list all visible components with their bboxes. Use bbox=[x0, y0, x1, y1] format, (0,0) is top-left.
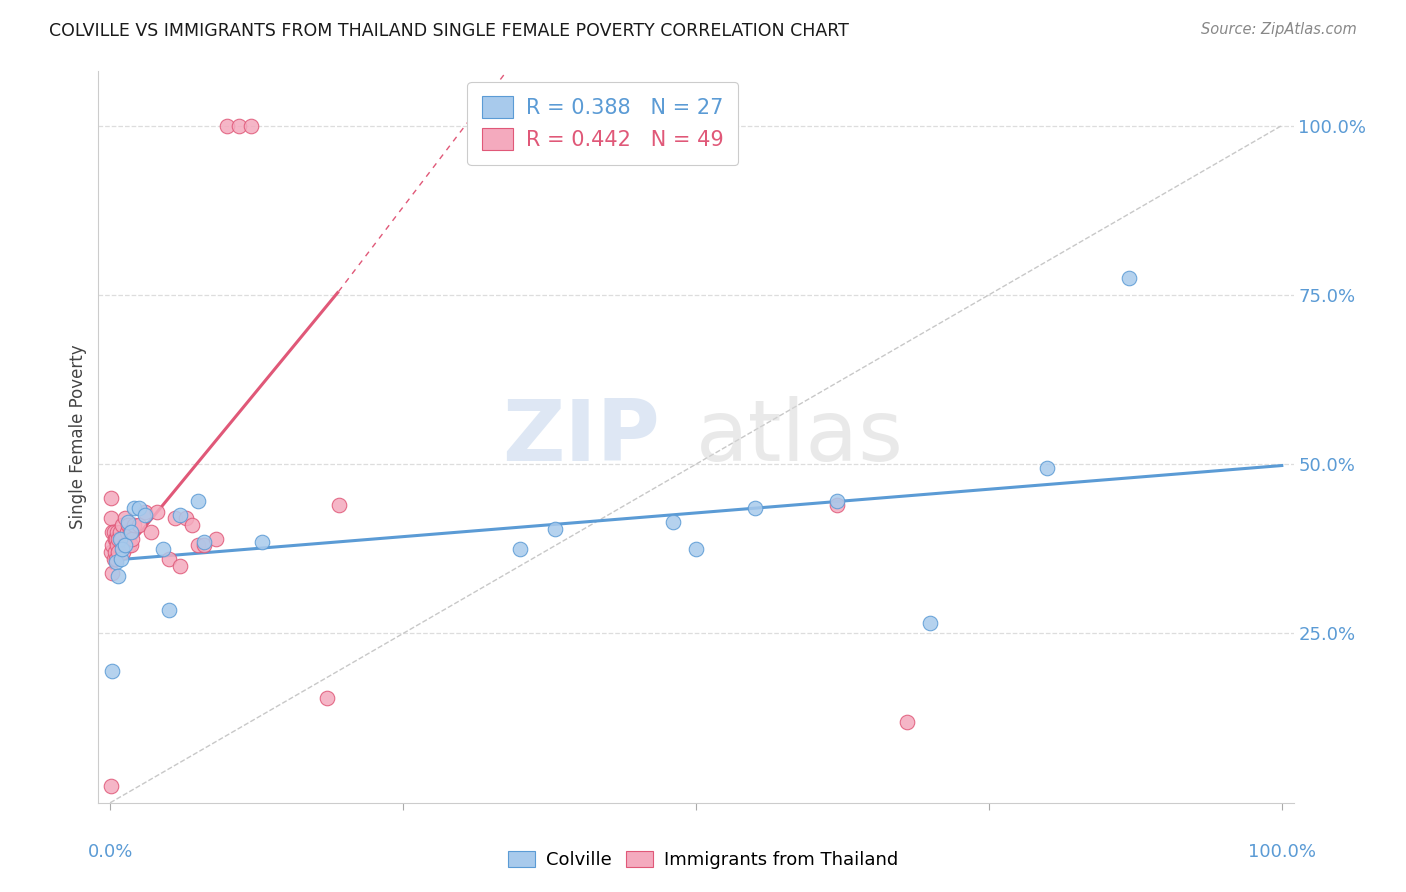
Point bbox=[112, 538, 135, 552]
Point bbox=[105, 552, 128, 566]
Point bbox=[661, 515, 683, 529]
Point bbox=[105, 555, 128, 569]
Point bbox=[111, 541, 134, 556]
Point bbox=[544, 521, 567, 535]
Text: Source: ZipAtlas.com: Source: ZipAtlas.com bbox=[1201, 22, 1357, 37]
Point bbox=[141, 524, 163, 539]
Point bbox=[157, 552, 180, 566]
Point bbox=[181, 518, 204, 533]
Point bbox=[100, 491, 122, 505]
Point bbox=[744, 501, 766, 516]
Point bbox=[174, 511, 197, 525]
Point bbox=[204, 532, 226, 546]
Point bbox=[108, 532, 131, 546]
Point bbox=[104, 532, 127, 546]
Legend: Colville, Immigrants from Thailand: Colville, Immigrants from Thailand bbox=[499, 842, 907, 879]
Point bbox=[117, 518, 139, 533]
Point bbox=[108, 524, 131, 539]
Point bbox=[328, 498, 350, 512]
Point bbox=[1036, 460, 1059, 475]
Point bbox=[252, 535, 274, 549]
Point bbox=[825, 498, 848, 512]
Point bbox=[100, 779, 122, 793]
Text: 0.0%: 0.0% bbox=[87, 843, 132, 861]
Point bbox=[105, 524, 128, 539]
Point bbox=[100, 511, 122, 525]
Point bbox=[122, 501, 145, 516]
Point bbox=[169, 558, 191, 573]
Point bbox=[121, 532, 143, 546]
Point bbox=[152, 541, 174, 556]
Point bbox=[825, 494, 848, 508]
Point bbox=[193, 535, 215, 549]
Point bbox=[101, 524, 124, 539]
Point bbox=[920, 616, 942, 631]
Legend: R = 0.388   N = 27, R = 0.442   N = 49: R = 0.388 N = 27, R = 0.442 N = 49 bbox=[467, 82, 738, 165]
Point bbox=[896, 714, 918, 729]
Point bbox=[107, 569, 129, 583]
Text: ZIP: ZIP bbox=[502, 395, 661, 479]
Point bbox=[107, 545, 129, 559]
Point bbox=[114, 511, 136, 525]
Point bbox=[120, 524, 142, 539]
Y-axis label: Single Female Poverty: Single Female Poverty bbox=[69, 345, 87, 529]
Point bbox=[146, 505, 169, 519]
Point bbox=[685, 541, 707, 556]
Point bbox=[105, 532, 128, 546]
Point bbox=[128, 518, 150, 533]
Point bbox=[101, 566, 124, 580]
Point bbox=[100, 545, 122, 559]
Point bbox=[103, 552, 125, 566]
Point bbox=[111, 518, 134, 533]
Point bbox=[239, 119, 262, 133]
Point bbox=[110, 552, 132, 566]
Point bbox=[105, 538, 128, 552]
Point bbox=[101, 664, 124, 678]
Point bbox=[115, 524, 138, 539]
Point bbox=[228, 119, 250, 133]
Point bbox=[134, 508, 156, 522]
Point bbox=[110, 532, 132, 546]
Point bbox=[114, 538, 136, 552]
Point bbox=[117, 515, 139, 529]
Point bbox=[187, 538, 209, 552]
Point bbox=[118, 538, 141, 552]
Point bbox=[217, 119, 239, 133]
Text: atlas: atlas bbox=[696, 395, 904, 479]
Point bbox=[316, 690, 339, 705]
Point bbox=[157, 603, 180, 617]
Text: 100.0%: 100.0% bbox=[1247, 843, 1316, 861]
Point bbox=[122, 518, 145, 533]
Point bbox=[509, 541, 531, 556]
Point bbox=[187, 494, 209, 508]
Point bbox=[103, 524, 125, 539]
Point bbox=[101, 538, 124, 552]
Point bbox=[128, 501, 150, 516]
Point bbox=[107, 532, 129, 546]
Point bbox=[193, 538, 215, 552]
Point bbox=[120, 524, 141, 539]
Point bbox=[169, 508, 191, 522]
Point bbox=[134, 505, 156, 519]
Point bbox=[163, 511, 186, 525]
Text: COLVILLE VS IMMIGRANTS FROM THAILAND SINGLE FEMALE POVERTY CORRELATION CHART: COLVILLE VS IMMIGRANTS FROM THAILAND SIN… bbox=[49, 22, 849, 40]
Point bbox=[1118, 271, 1140, 285]
Point bbox=[120, 538, 142, 552]
Point bbox=[104, 545, 127, 559]
Point bbox=[112, 545, 135, 559]
